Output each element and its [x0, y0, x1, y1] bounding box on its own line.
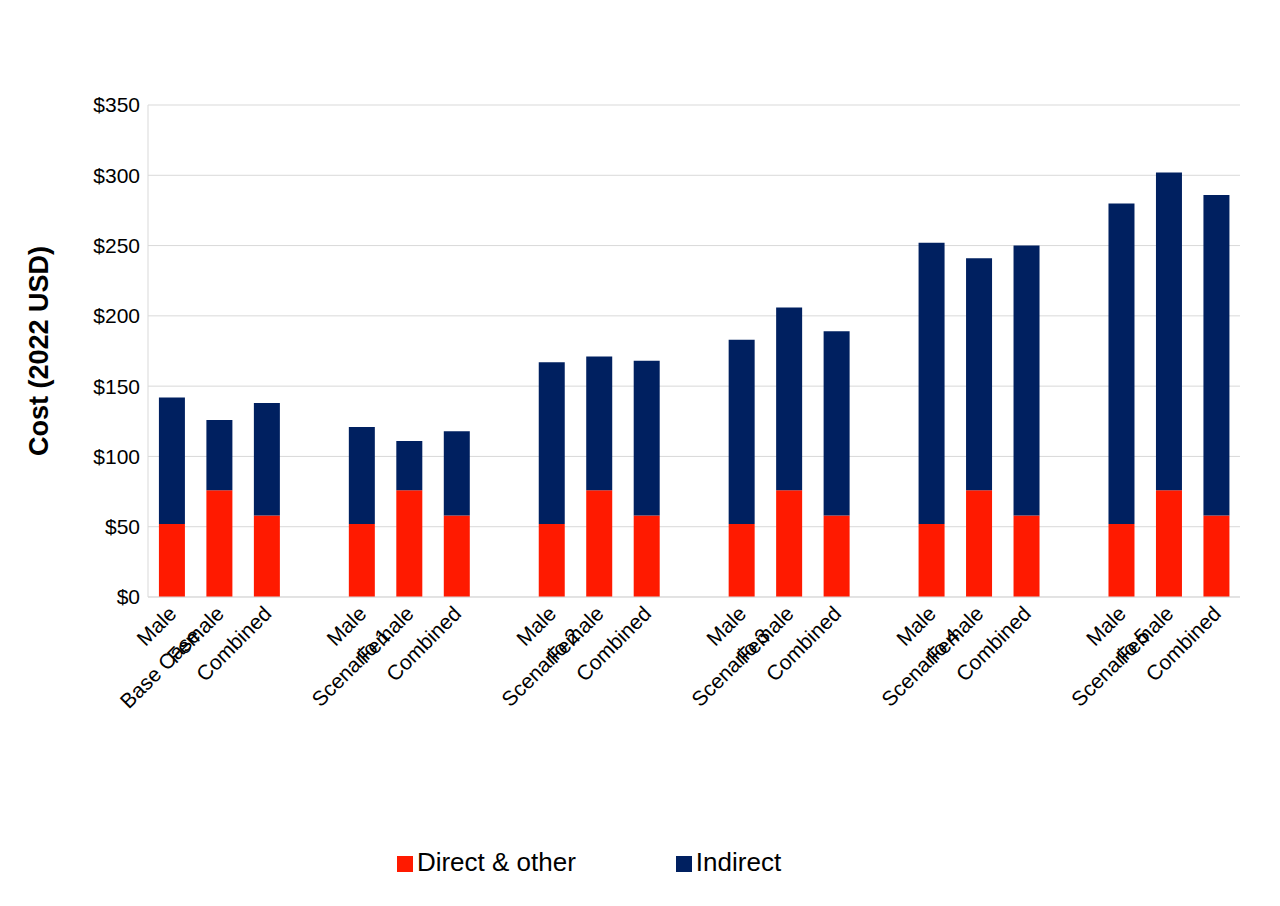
svg-text:Cost (2022 USD): Cost (2022 USD)	[24, 246, 54, 456]
svg-text:$50: $50	[105, 515, 140, 538]
svg-text:Male: Male	[891, 601, 941, 650]
svg-text:Combined: Combined	[951, 602, 1035, 686]
svg-text:Female: Female	[542, 601, 608, 668]
svg-text:Male: Male	[701, 601, 751, 650]
svg-text:Male: Male	[1081, 601, 1131, 650]
svg-text:Combined: Combined	[571, 602, 655, 686]
html-text:Direct & other: Direct & other	[416, 847, 576, 877]
svg-text:Scenario 3: Scenario 3	[687, 624, 774, 711]
svg-text:Male: Male	[511, 601, 561, 650]
svg-text:$150: $150	[93, 375, 140, 398]
svg-text:$250: $250	[93, 234, 140, 257]
svg-text:Scenario 2: Scenario 2	[497, 624, 584, 711]
svg-text:Male: Male	[322, 601, 371, 650]
svg-text:Scenario 5: Scenario 5	[1067, 624, 1154, 711]
svg-text:$100: $100	[93, 445, 140, 468]
svg-text:Combined: Combined	[1141, 602, 1225, 686]
svg-text:Female: Female	[162, 601, 228, 668]
svg-text:Scenario 1: Scenario 1	[307, 624, 394, 711]
svg-text:Female: Female	[352, 601, 418, 668]
html-text:Indirect: Indirect	[695, 847, 782, 877]
svg-text:Base Case: Base Case	[115, 624, 204, 713]
svg-text:$300: $300	[93, 164, 140, 187]
svg-text:$200: $200	[93, 304, 140, 327]
svg-text:Combined: Combined	[761, 602, 845, 686]
svg-text:Combined: Combined	[192, 602, 276, 686]
svg-text:Male: Male	[132, 601, 181, 650]
svg-text:Female: Female	[1111, 601, 1178, 668]
svg-text:$350: $350	[93, 93, 140, 116]
svg-text:Combined: Combined	[381, 602, 465, 686]
svg-text:Female: Female	[732, 601, 798, 668]
svg-text:Scenario 4: Scenario 4	[877, 623, 964, 710]
svg-text:$0: $0	[117, 585, 140, 608]
svg-text:Female: Female	[921, 601, 988, 668]
